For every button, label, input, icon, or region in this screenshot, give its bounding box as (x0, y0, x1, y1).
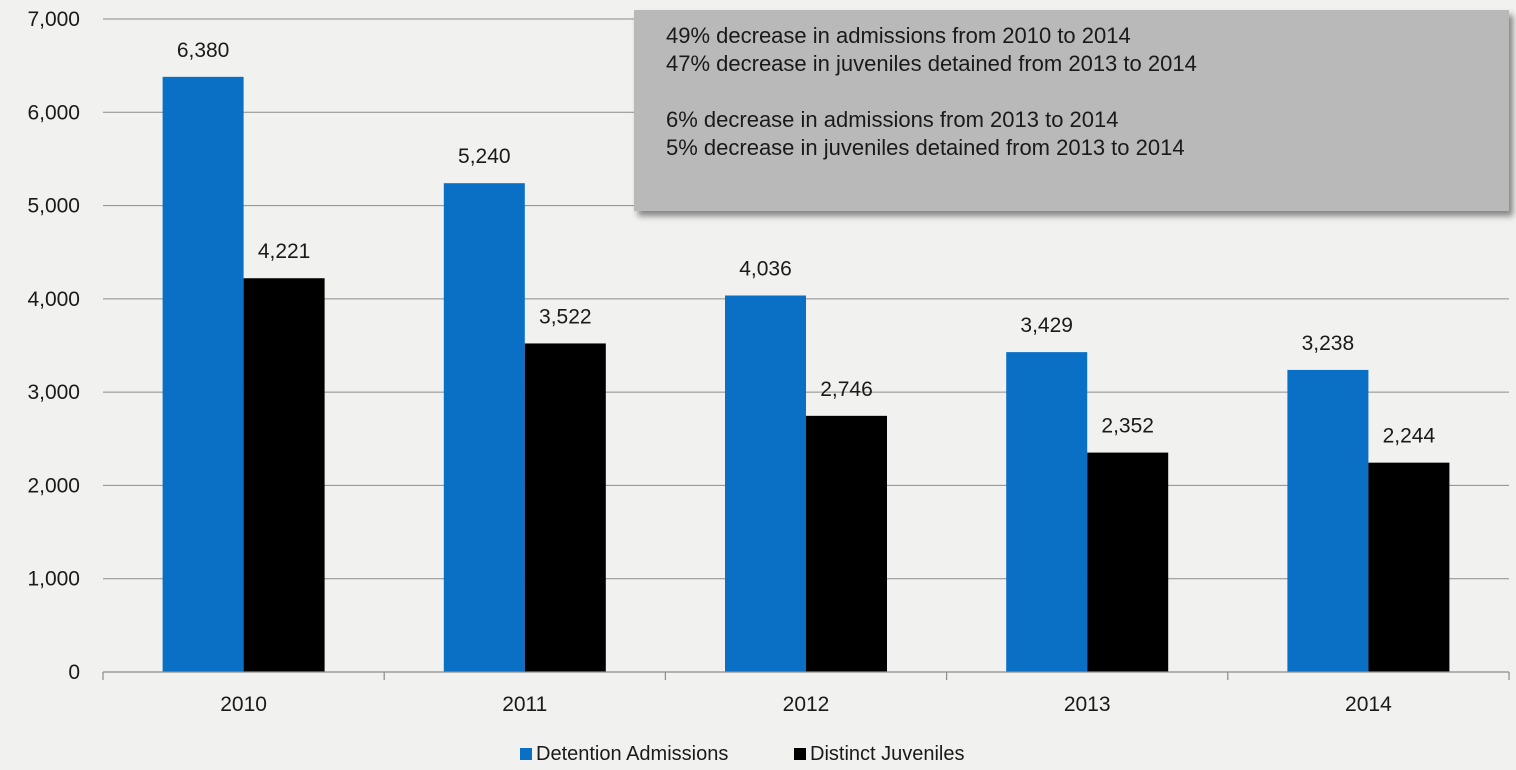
data-label: 6,380 (177, 39, 230, 62)
bars (162, 76, 1450, 672)
y-axis-tick-labels: 0 1,000 2,000 3,000 4,000 5,000 6,000 7,000 (27, 8, 80, 684)
legend: Detention Admissions Distinct Juveniles (520, 743, 965, 765)
annotation-line: 47% decrease in juveniles detained from … (666, 51, 1197, 76)
data-label: 3,238 (1302, 332, 1355, 355)
x-tick-label: 2012 (783, 693, 830, 716)
data-label: 3,429 (1020, 314, 1073, 337)
data-label: 2,244 (1383, 425, 1436, 448)
data-label: 2,352 (1101, 415, 1154, 438)
data-label: 4,221 (258, 240, 311, 263)
bar (1006, 352, 1088, 672)
bar (725, 295, 806, 672)
annotation-box: 49% decrease in admissions from 2010 to … (634, 10, 1509, 211)
bar (1087, 452, 1169, 672)
y-tick-label: 4,000 (27, 288, 80, 311)
x-axis-tick-labels: 2010 2011 2012 2013 2014 (220, 693, 1392, 716)
y-tick-label: 0 (68, 661, 80, 684)
y-tick-label: 1,000 (27, 568, 80, 591)
bar (1287, 369, 1369, 672)
legend-swatch (520, 748, 532, 760)
bar (162, 76, 244, 672)
x-tick-label: 2013 (1064, 693, 1111, 716)
y-tick-label: 5,000 (27, 195, 80, 218)
x-tick-label: 2010 (220, 693, 267, 716)
annotation-line: 5% decrease in juveniles detained from 2… (666, 135, 1185, 160)
x-axis (102, 671, 1510, 680)
data-label: 4,036 (739, 257, 792, 280)
data-labels: 6,380 4,221 5,240 3,522 4,036 2,746 3,429 2,352… (177, 39, 1436, 448)
legend-label: Detention Admissions (536, 743, 728, 765)
annotation-line: 49% decrease in admissions from 2010 to … (666, 23, 1131, 48)
data-label: 2,746 (820, 378, 873, 401)
x-tick-label: 2014 (1345, 693, 1392, 716)
legend-label: Distinct Juveniles (810, 743, 965, 765)
annotation-line: 6% decrease in admissions from 2013 to 2… (666, 107, 1119, 132)
x-tick-label: 2011 (502, 693, 547, 716)
y-tick-label: 6,000 (27, 101, 80, 124)
y-tick-label: 2,000 (27, 474, 80, 497)
bar (1368, 462, 1450, 672)
bar (443, 183, 525, 672)
bar (806, 415, 887, 672)
data-label: 5,240 (458, 145, 511, 168)
legend-swatch (794, 748, 806, 760)
data-label: 3,522 (539, 305, 592, 328)
y-tick-label: 3,000 (27, 381, 80, 404)
y-tick-label: 7,000 (27, 8, 80, 31)
annotation-spacer (666, 78, 1509, 106)
bar (524, 343, 606, 672)
bar (243, 278, 325, 672)
